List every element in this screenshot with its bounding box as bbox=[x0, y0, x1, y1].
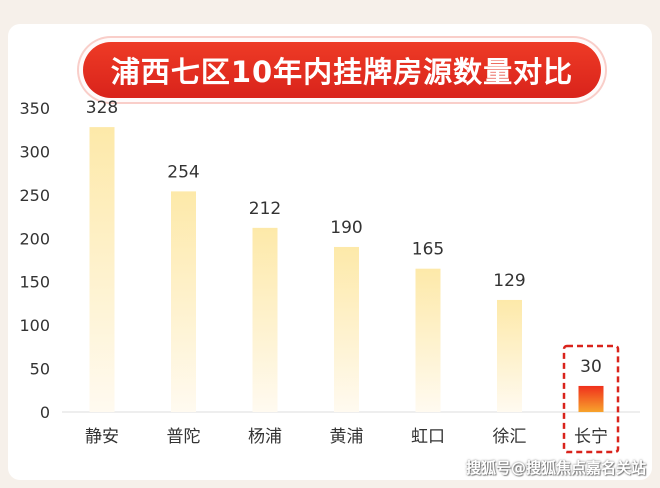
chart-card: 浦西七区10年内挂牌房源数量对比 bbox=[8, 24, 652, 480]
data-label: 30 bbox=[580, 357, 602, 377]
x-tick-label: 杨浦 bbox=[248, 427, 282, 447]
y-tick-label: 350 bbox=[19, 99, 50, 118]
bar-3 bbox=[334, 246, 359, 412]
data-label: 190 bbox=[330, 218, 362, 238]
highlight-box bbox=[562, 344, 620, 454]
bars: 328 静安 254 普陀 212 杨浦 190 黄浦 165 虹口 129 徐汇 30 长宁 bbox=[85, 98, 620, 454]
y-tick-label: 200 bbox=[19, 229, 50, 248]
bar-2 bbox=[252, 227, 278, 412]
x-tick-label: 长宁 bbox=[574, 427, 608, 447]
data-label: 129 bbox=[493, 271, 525, 291]
bar-4 bbox=[415, 268, 441, 412]
x-tick-label: 普陀 bbox=[167, 427, 201, 447]
x-tick-label: 徐汇 bbox=[493, 427, 527, 447]
y-axis: 0 50 100 150 200 250 300 350 bbox=[19, 99, 50, 422]
data-label: 328 bbox=[86, 98, 118, 118]
data-label: 212 bbox=[249, 199, 281, 219]
y-tick-label: 0 bbox=[40, 403, 50, 422]
bar-0 bbox=[89, 127, 115, 412]
x-tick-label: 静安 bbox=[85, 427, 119, 447]
title-banner: 浦西七区10年内挂牌房源数量对比 bbox=[83, 42, 601, 98]
chart-title: 浦西七区10年内挂牌房源数量对比 bbox=[110, 55, 574, 89]
bar-5 bbox=[497, 299, 522, 412]
x-tick-label: 黄浦 bbox=[330, 427, 364, 447]
y-tick-label: 100 bbox=[19, 316, 50, 335]
bar-1 bbox=[171, 191, 196, 412]
data-label: 165 bbox=[412, 240, 444, 260]
y-tick-label: 50 bbox=[30, 360, 50, 379]
y-tick-label: 300 bbox=[19, 142, 50, 161]
bar-6 bbox=[578, 385, 604, 412]
x-tick-label: 虹口 bbox=[411, 427, 445, 447]
data-label: 254 bbox=[167, 162, 199, 182]
y-tick-label: 250 bbox=[19, 186, 50, 205]
watermark: 搜狐号@搜狐焦点嘉名关站 bbox=[465, 459, 646, 477]
y-tick-label: 150 bbox=[19, 273, 50, 292]
